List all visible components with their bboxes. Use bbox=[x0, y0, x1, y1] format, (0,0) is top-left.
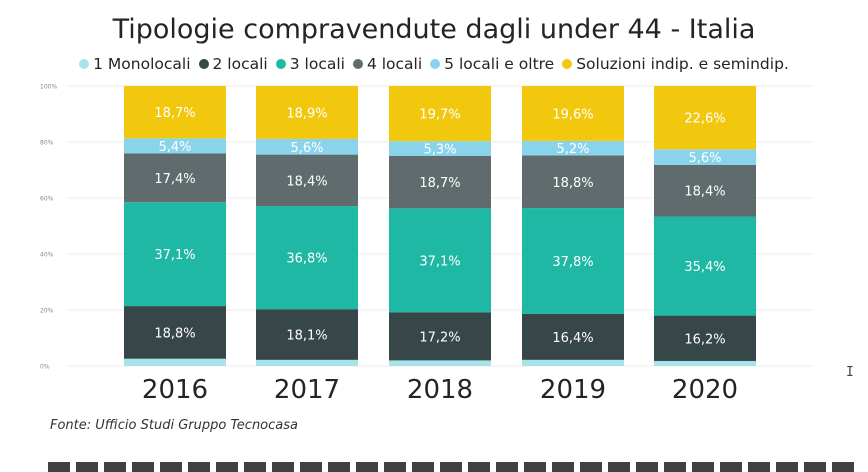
text-cursor-icon: I bbox=[846, 365, 854, 380]
legend-dot-icon bbox=[275, 59, 286, 69]
legend-dot-icon bbox=[562, 59, 573, 69]
y-tick-label: 0% bbox=[40, 364, 50, 371]
cropped-text-strip bbox=[48, 462, 858, 472]
data-label: 17,4% bbox=[154, 172, 195, 187]
legend-dot-icon bbox=[352, 59, 363, 69]
data-label: 36,8% bbox=[286, 252, 327, 267]
bar-segment bbox=[389, 312, 491, 361]
x-tick-label: 2020 bbox=[672, 375, 738, 405]
legend-item[interactable]: 1 Monolocali bbox=[79, 55, 191, 73]
y-tick-label: 60% bbox=[40, 196, 54, 203]
bar-segment bbox=[256, 309, 358, 360]
legend-item[interactable]: 5 locali e oltre bbox=[430, 55, 554, 73]
legend-dot-icon bbox=[430, 59, 441, 69]
y-tick-label: 100% bbox=[40, 84, 57, 91]
bar-segment bbox=[654, 164, 756, 217]
bar-segment bbox=[124, 306, 226, 359]
legend-item[interactable]: 4 locali bbox=[352, 55, 423, 73]
data-label: 35,4% bbox=[684, 260, 725, 275]
bar-segment bbox=[654, 360, 756, 366]
data-label: 37,8% bbox=[552, 255, 593, 270]
bar-segment bbox=[256, 206, 358, 310]
data-label: 5,3% bbox=[423, 143, 456, 158]
bar-segment bbox=[124, 358, 226, 366]
bar-segment bbox=[124, 153, 226, 203]
x-tick-label: 2018 bbox=[407, 375, 473, 405]
data-label: 18,9% bbox=[286, 106, 327, 121]
data-label: 16,2% bbox=[684, 332, 725, 347]
bar-segment bbox=[522, 208, 624, 314]
data-label: 5,6% bbox=[688, 151, 721, 166]
data-label: 17,2% bbox=[419, 330, 460, 345]
data-label: 37,1% bbox=[419, 254, 460, 269]
legend-label: 5 locali e oltre bbox=[444, 55, 555, 73]
legend-item[interactable]: Soluzioni indip. e semindip. bbox=[562, 55, 789, 73]
legend: 1 Monolocali 2 locali 3 locali 4 locali 5 lo… bbox=[0, 55, 868, 73]
bar-segment bbox=[522, 155, 624, 209]
bar-segment bbox=[654, 216, 756, 316]
data-label: 18,8% bbox=[552, 176, 593, 191]
bar-segment bbox=[124, 86, 226, 139]
bar-segment bbox=[654, 149, 756, 165]
bar-segment bbox=[522, 140, 624, 156]
bar-segment bbox=[389, 360, 491, 366]
x-tick-label: 2019 bbox=[540, 375, 606, 405]
data-label: 18,7% bbox=[154, 106, 195, 121]
data-label: 19,7% bbox=[419, 108, 460, 123]
legend-dot-icon bbox=[198, 59, 209, 69]
legend-label: 2 locali bbox=[212, 55, 268, 73]
x-tick-label: 2017 bbox=[274, 375, 340, 405]
data-label: 22,6% bbox=[684, 112, 725, 127]
bar-segment bbox=[256, 86, 358, 139]
bar-segment bbox=[124, 202, 226, 307]
chart-plot: 0% 20% 40% 60% 80% 100% 18,8% 37,1% 17,4% 5,4% 18,… bbox=[40, 84, 812, 405]
data-label: 18,4% bbox=[286, 174, 327, 189]
data-label: 16,4% bbox=[552, 331, 593, 346]
bar-segment bbox=[389, 86, 491, 142]
data-label: 18,8% bbox=[154, 326, 195, 341]
bar-segment bbox=[522, 313, 624, 360]
bar-segment bbox=[256, 154, 358, 207]
y-tick-label: 80% bbox=[40, 140, 54, 147]
legend-label: 3 locali bbox=[289, 55, 345, 73]
legend-dot-icon bbox=[79, 59, 90, 69]
data-label: 18,7% bbox=[419, 176, 460, 191]
data-label: 5,4% bbox=[158, 140, 191, 155]
legend-label: 4 locali bbox=[366, 55, 423, 73]
data-label: 18,4% bbox=[684, 185, 725, 200]
bar-segment bbox=[654, 315, 756, 361]
data-label: 37,1% bbox=[154, 248, 195, 263]
x-tick-label: 2016 bbox=[142, 375, 208, 405]
data-label: 19,6% bbox=[552, 107, 593, 122]
bar-segment bbox=[256, 138, 358, 155]
bar-segment bbox=[256, 359, 358, 366]
y-tick-label: 40% bbox=[40, 252, 54, 259]
data-label: 5,6% bbox=[290, 141, 323, 156]
legend-label: 1 Monolocali bbox=[93, 55, 191, 73]
bar-segment bbox=[522, 86, 624, 141]
bar-segment bbox=[522, 359, 624, 366]
legend-item[interactable]: 3 locali bbox=[275, 55, 345, 73]
data-label: 18,1% bbox=[286, 329, 327, 344]
bar-segment bbox=[654, 86, 756, 150]
y-tick-label: 20% bbox=[40, 308, 54, 315]
data-label: 5,2% bbox=[556, 142, 589, 157]
legend-label: Soluzioni indip. e semindip. bbox=[576, 55, 789, 73]
bar-segment bbox=[389, 141, 491, 156]
legend-item[interactable]: 2 locali bbox=[198, 55, 268, 73]
bar-segment bbox=[389, 208, 491, 313]
bar-segment bbox=[124, 138, 226, 154]
bar-segment bbox=[389, 156, 491, 209]
source-note: Fonte: Ufficio Studi Gruppo Tecnocasa bbox=[50, 418, 298, 433]
chart-title: Tipologie compravendute dagli under 44 -… bbox=[112, 14, 756, 45]
